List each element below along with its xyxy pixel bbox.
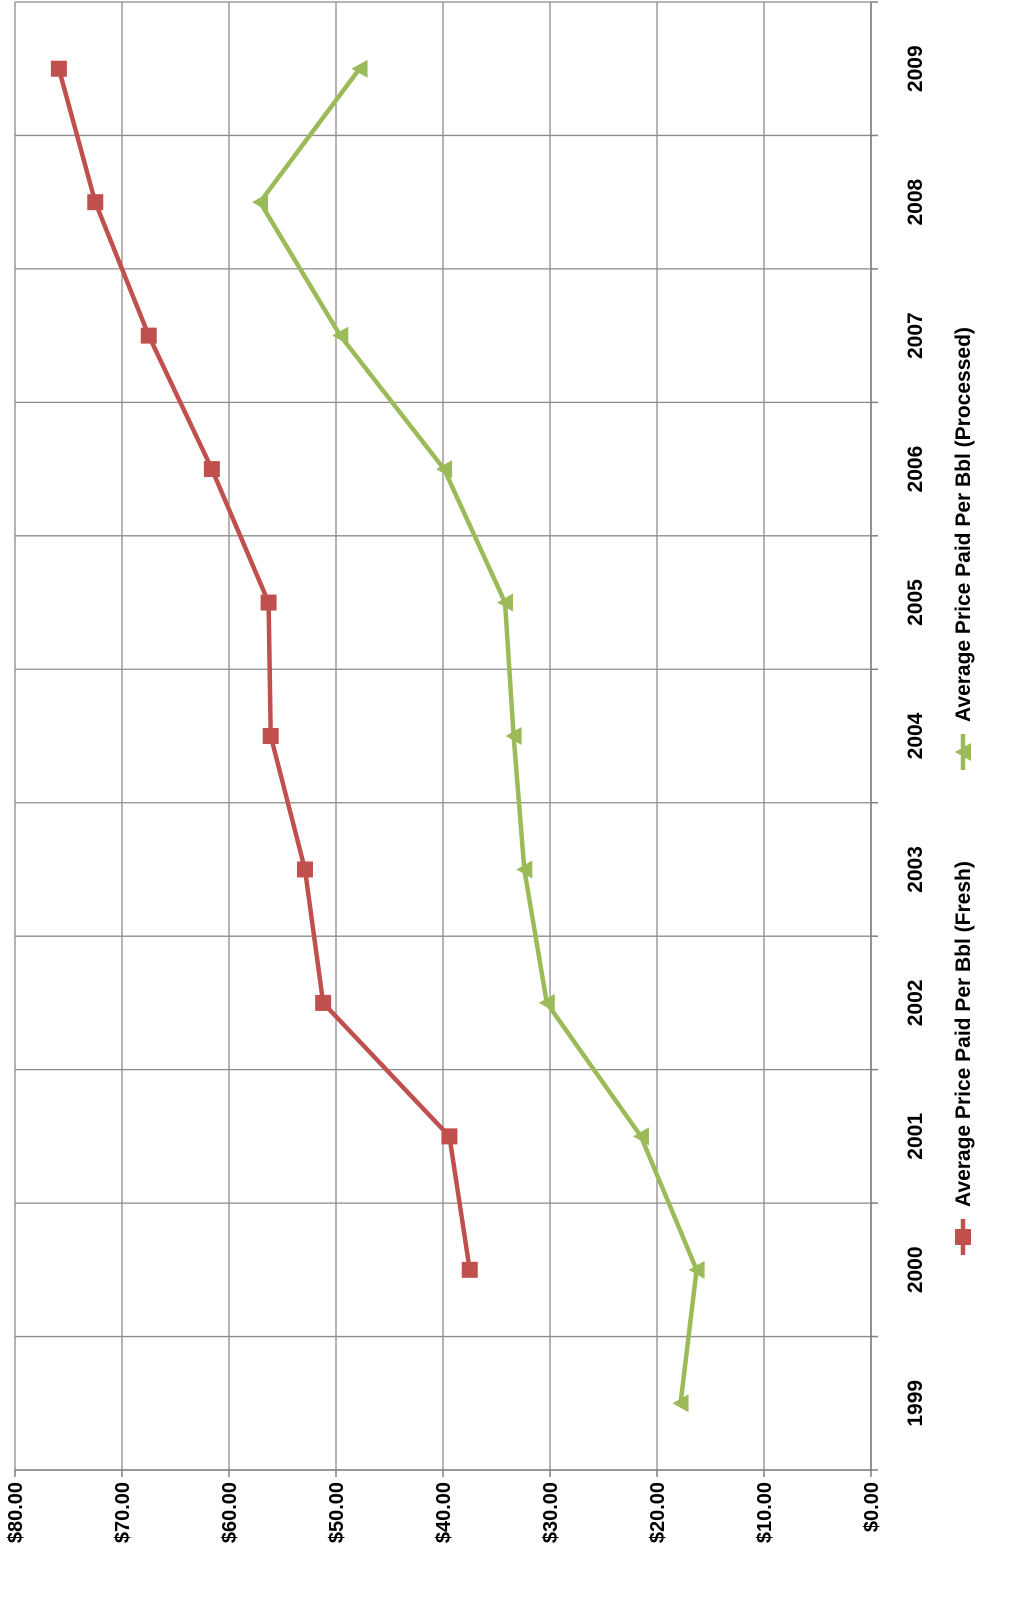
category-tick-label: 2009	[904, 45, 927, 92]
value-tick-label: $50.00	[326, 1482, 348, 1543]
value-tick-label: $60.00	[219, 1482, 241, 1543]
data-point-square	[260, 594, 277, 611]
data-point-square	[315, 994, 332, 1011]
data-point-triangle	[436, 460, 453, 479]
value-tick-label: $0.00	[861, 1482, 883, 1532]
legend-label: Average Price Paid Per Bbl (Fresh)	[952, 861, 975, 1207]
value-tick-label: $70.00	[112, 1482, 134, 1543]
legend-entry: Average Price Paid Per Bbl (Processed)	[952, 327, 975, 770]
data-point-triangle	[332, 326, 349, 345]
data-point-triangle	[632, 1127, 649, 1146]
category-tick-label: 2008	[904, 179, 927, 226]
category-tick-label: 2002	[904, 980, 927, 1027]
data-point-square	[461, 1261, 478, 1278]
series-1	[50, 60, 478, 1278]
data-point-square	[441, 1128, 458, 1145]
category-tick-label: 1999	[904, 1380, 927, 1427]
data-point-square	[140, 327, 157, 344]
category-tick-label: 2003	[904, 846, 927, 893]
value-tick-label: $20.00	[647, 1482, 669, 1543]
data-point-square	[203, 461, 220, 478]
series-line	[56, 68, 472, 1271]
data-point-square	[50, 60, 67, 77]
category-tick-label: 2001	[904, 1113, 927, 1160]
category-tick-label: 2007	[904, 312, 927, 359]
legend-marker-triangle	[955, 743, 971, 761]
data-point-triangle	[672, 1394, 689, 1413]
legend-marker-square	[955, 1229, 971, 1245]
data-point-triangle	[688, 1260, 705, 1279]
category-tick-label: 2004	[904, 712, 927, 759]
legend-entry: Average Price Paid Per Bbl (Fresh)	[952, 861, 975, 1255]
data-point-triangle	[252, 193, 269, 212]
data-point-square	[296, 861, 313, 878]
category-tick-label: 2000	[904, 1246, 927, 1293]
category-tick-label: 2005	[904, 579, 927, 626]
value-tick-label: $30.00	[540, 1482, 562, 1543]
data-point-triangle	[516, 860, 533, 879]
data-point-triangle	[538, 993, 555, 1012]
data-point-square	[262, 728, 279, 744]
legend-label: Average Price Paid Per Bbl (Processed)	[952, 327, 975, 722]
category-tick-label: 2006	[904, 446, 927, 493]
data-point-triangle	[505, 727, 522, 745]
series-2	[252, 59, 705, 1413]
value-tick-label: $80.00	[5, 1482, 27, 1543]
data-point-square	[87, 194, 104, 211]
data-point-triangle	[351, 59, 368, 78]
value-tick-label: $40.00	[433, 1482, 455, 1543]
data-point-triangle	[497, 593, 514, 612]
value-tick-label: $10.00	[754, 1482, 776, 1543]
